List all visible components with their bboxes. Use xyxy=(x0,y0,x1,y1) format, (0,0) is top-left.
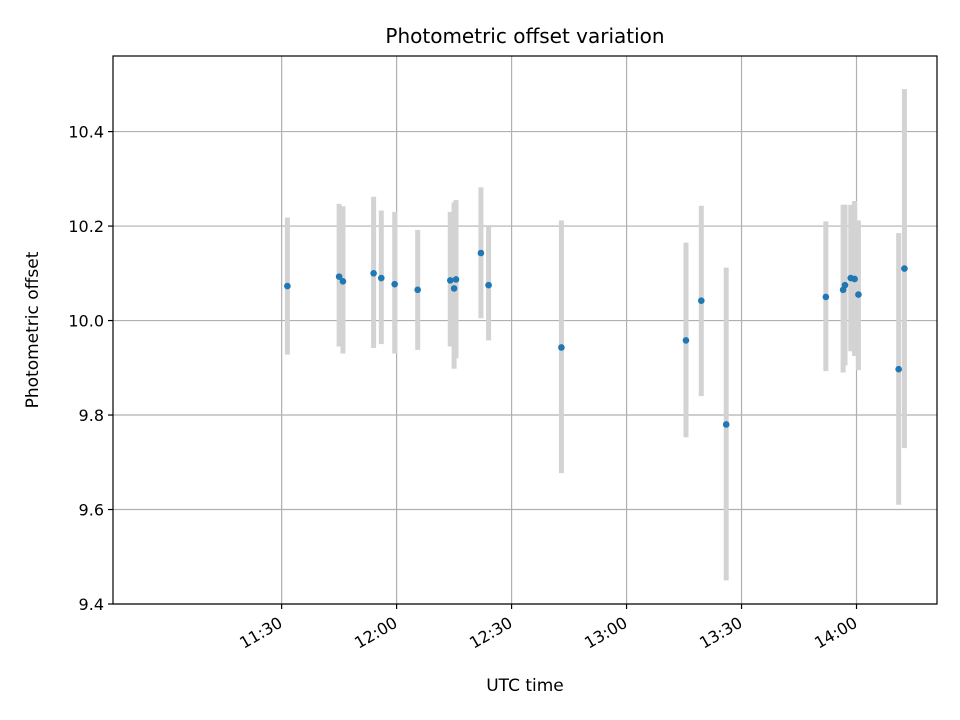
data-markers xyxy=(284,249,908,428)
y-axis: 9.4 9.6 9.8 10.0 10.2 10.4 xyxy=(68,123,113,614)
data-point xyxy=(485,281,492,289)
data-point xyxy=(452,276,460,283)
plot-frame xyxy=(112,55,938,605)
y-tick-label: 9.4 xyxy=(79,595,104,614)
data-point xyxy=(722,421,730,428)
data-point xyxy=(558,344,565,351)
y-tick-label: 10.0 xyxy=(68,312,104,331)
data-point xyxy=(855,291,862,298)
data-point xyxy=(841,281,849,289)
data-point xyxy=(901,265,908,272)
data-point xyxy=(335,273,343,280)
y-axis-label: Photometric offset xyxy=(23,251,43,408)
data-point xyxy=(339,278,347,285)
y-tick-label: 9.8 xyxy=(79,406,104,425)
y-tick-label: 9.6 xyxy=(79,501,104,520)
y-tick-label: 10.2 xyxy=(68,217,104,236)
data-point xyxy=(477,249,485,257)
x-axis-label: UTC time xyxy=(486,676,564,696)
data-point xyxy=(895,365,902,373)
data-point xyxy=(822,293,830,301)
y-tick-label: 10.4 xyxy=(68,123,104,142)
data-point xyxy=(284,282,291,290)
data-point xyxy=(391,280,398,288)
data-point xyxy=(414,286,421,294)
data-point xyxy=(697,297,705,305)
data-point xyxy=(851,275,858,283)
data-point xyxy=(682,337,690,344)
chart-title: Photometric offset variation xyxy=(385,24,664,48)
data-point xyxy=(446,277,454,284)
data-point xyxy=(370,270,377,277)
data-point xyxy=(450,285,458,292)
data-point xyxy=(377,274,385,282)
